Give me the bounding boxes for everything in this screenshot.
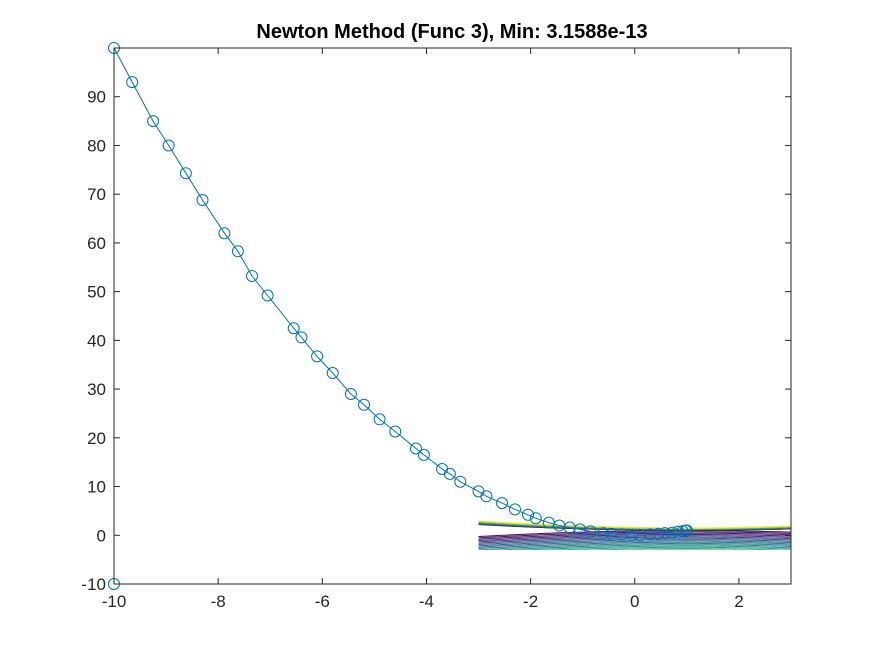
tick-layer: -10 -8 -6 -4 -2 0 2 -10 0 10 20 30 40 50 60 70 80 90 <box>81 48 791 611</box>
data-point <box>480 490 493 503</box>
chart-title: Newton Method (Func 3), Min: 3.1588e-13 <box>256 21 647 43</box>
contour-line <box>546 546 791 550</box>
contour-line <box>492 544 791 550</box>
data-point <box>389 425 402 438</box>
data-point <box>196 194 209 206</box>
data-point <box>344 388 357 400</box>
contour-line <box>582 548 791 550</box>
data-point <box>672 525 684 538</box>
data-point <box>417 448 430 461</box>
data-point <box>584 525 597 538</box>
y-tick-label: 30 <box>87 380 106 399</box>
x-tick-label: 0 <box>630 592 639 611</box>
data-point <box>634 529 646 541</box>
contour-line <box>478 541 791 549</box>
data-point <box>529 512 542 525</box>
contour-plot <box>478 520 791 550</box>
data-point <box>522 508 534 521</box>
axes-box <box>113 47 792 585</box>
data-point <box>680 524 693 537</box>
data-point <box>652 527 665 540</box>
data-point <box>162 139 175 152</box>
data-point <box>358 398 370 411</box>
y-tick-label: 10 <box>87 478 106 497</box>
y-tick-label: 80 <box>87 136 106 155</box>
contour-line <box>478 537 791 545</box>
data-point <box>659 527 671 540</box>
y-tick-label: 0 <box>97 526 106 545</box>
x-tick-label: -4 <box>419 592 434 611</box>
data-point <box>287 322 300 335</box>
data-point <box>443 467 456 480</box>
x-tick-label: -8 <box>211 592 226 611</box>
x-tick-label: -6 <box>315 592 330 611</box>
data-point <box>295 331 308 344</box>
data-point <box>179 167 192 180</box>
data-point <box>454 475 467 488</box>
data-point <box>126 76 139 89</box>
data-point <box>326 367 339 379</box>
data-point <box>373 413 386 426</box>
contour-line <box>478 542 791 550</box>
contour-line <box>478 540 791 548</box>
y-tick-label: 40 <box>87 331 106 350</box>
data-point <box>231 245 244 258</box>
data-point <box>311 350 324 363</box>
contour-line <box>478 520 791 529</box>
series-layer <box>108 42 693 590</box>
data-point <box>261 289 274 302</box>
x-tick-label: -10 <box>102 592 127 611</box>
data-point <box>509 503 521 516</box>
data-point <box>644 528 657 541</box>
y-tick-label: -10 <box>81 575 106 594</box>
x-tick-label: 2 <box>734 592 743 611</box>
contour-line <box>478 530 791 537</box>
y-tick-label: 60 <box>87 234 106 253</box>
data-point <box>496 497 508 510</box>
data-point <box>147 115 160 128</box>
y-tick-label: 20 <box>87 429 106 448</box>
data-point <box>246 270 258 282</box>
y-tick-label: 50 <box>87 283 106 302</box>
data-point <box>597 527 610 540</box>
y-tick-label: 90 <box>87 88 106 107</box>
data-point <box>626 529 639 541</box>
series-line <box>113 47 687 584</box>
x-tick-label: -2 <box>523 592 538 611</box>
data-point <box>410 442 422 455</box>
contour-line <box>517 545 791 550</box>
data-point <box>218 227 231 240</box>
data-point <box>615 528 628 541</box>
y-tick-label: 70 <box>87 185 106 204</box>
